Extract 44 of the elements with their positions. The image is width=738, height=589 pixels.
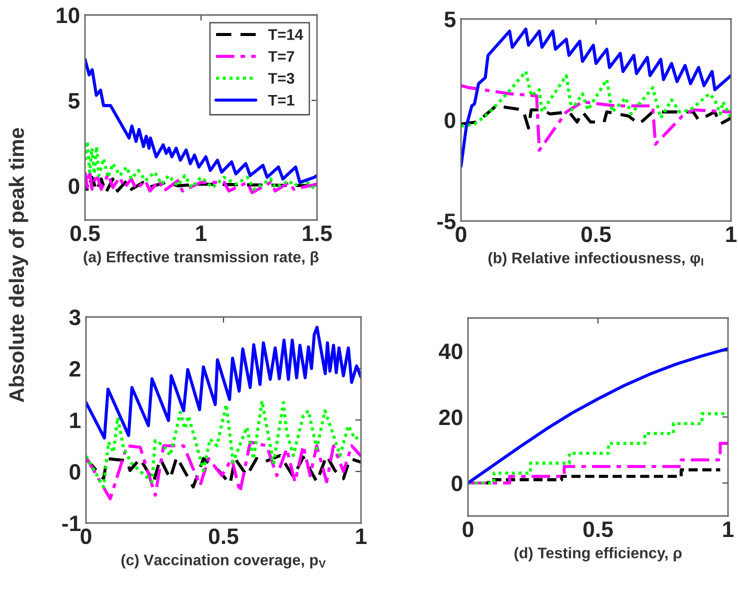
y-tick-label: 3: [69, 310, 80, 326]
y-tick-label: 0: [70, 464, 80, 480]
y-tick-label: 40: [438, 344, 462, 360]
y-tick-label: -1: [62, 516, 81, 532]
x-tick-label: 1: [726, 226, 737, 242]
x-tick-label: 1.5: [302, 226, 332, 242]
legend-label: T=7: [268, 51, 294, 62]
x-tick-label: 0.5: [583, 521, 613, 538]
x-tick-label: 0: [80, 528, 92, 544]
line-series: [461, 84, 731, 152]
x-axis-title: (d) Testing efficiency, ρ: [514, 547, 682, 562]
x-axis-title: (b) Relative infectiousness, φ$_{I}$: [488, 252, 704, 266]
x-tick-label: 0.5: [581, 226, 611, 242]
x-tick-label: 0.5: [70, 225, 100, 242]
line-series: [468, 347, 728, 485]
legend-label: T=1: [268, 94, 294, 106]
line-series: [86, 440, 361, 500]
y-tick-label: -5: [437, 214, 456, 230]
y-tick-label: 10: [56, 8, 80, 24]
x-tick-label: 1: [723, 522, 734, 537]
y-tick-label: 0: [444, 112, 456, 128]
y-tick-label: 5: [68, 93, 80, 109]
line-series: [461, 28, 731, 168]
y-tick-label: 1: [70, 412, 81, 428]
y-tick-label: 2: [70, 361, 80, 377]
line-series: [461, 104, 731, 130]
y-tick-label: 5: [444, 12, 456, 28]
line-series: [85, 140, 317, 192]
x-axis-title: (c) Vaccination coverage, p$_{V}$: [121, 554, 326, 568]
legend-label: T=14: [268, 29, 304, 40]
x-tick-label: 1: [356, 528, 367, 544]
line-series: [86, 326, 361, 440]
y-tick-label: 0: [68, 178, 80, 194]
y-tick-label: 20: [439, 410, 462, 426]
line-series: [86, 399, 361, 488]
x-tick-label: 0: [462, 521, 474, 538]
y-axis-title: Absolute delay of peak time: [8, 128, 28, 402]
x-tick-label: 1: [196, 226, 207, 241]
line-series: [461, 70, 731, 128]
x-tick-label: 0.5: [208, 528, 238, 544]
line-series: [86, 454, 361, 488]
y-tick-label: 0: [452, 476, 462, 492]
x-axis-title: (a) Effective transmission rate, β: [84, 251, 319, 266]
legend-label: T=3: [268, 72, 294, 84]
